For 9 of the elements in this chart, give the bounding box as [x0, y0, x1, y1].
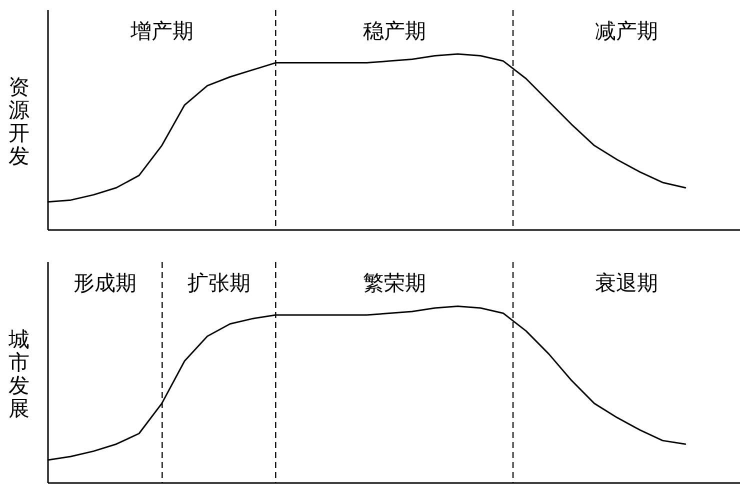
- text: 衰退期: [595, 271, 658, 295]
- text: 稳产期: [362, 19, 426, 43]
- y-axis-title: 资源开发: [8, 75, 30, 168]
- text: 形成期: [74, 271, 137, 295]
- text: 繁荣期: [362, 271, 426, 295]
- text: 减产期: [595, 19, 658, 43]
- text: 增产期: [129, 19, 194, 43]
- text: 扩张期: [187, 271, 250, 295]
- y-axis-title: 城市发展: [8, 328, 30, 420]
